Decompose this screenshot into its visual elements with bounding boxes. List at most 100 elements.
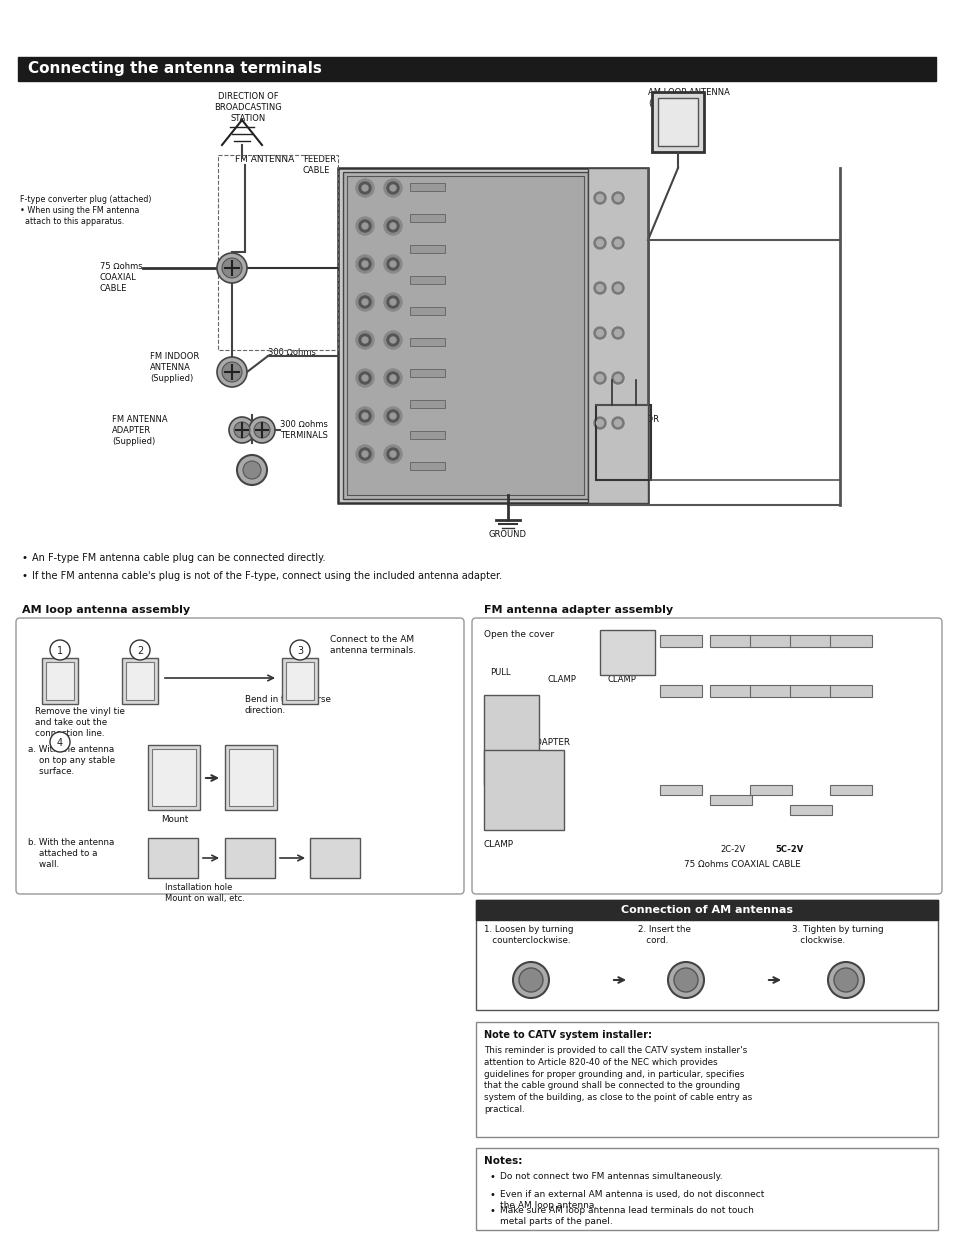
Bar	[410, 183, 444, 190]
Circle shape	[358, 448, 371, 460]
Bar	[651, 92, 703, 152]
Circle shape	[355, 216, 374, 235]
Circle shape	[361, 261, 368, 267]
Bar	[483, 750, 563, 830]
Circle shape	[384, 293, 401, 310]
Circle shape	[612, 372, 623, 383]
Bar	[829, 785, 871, 795]
Text: CLAMP: CLAMP	[547, 675, 577, 684]
Text: Connecting the antenna terminals: Connecting the antenna terminals	[28, 62, 321, 77]
Circle shape	[384, 445, 401, 463]
Circle shape	[361, 452, 368, 456]
Circle shape	[50, 732, 70, 752]
Circle shape	[243, 461, 261, 479]
Circle shape	[222, 362, 242, 382]
Text: An F-type FM antenna cable plug can be connected directly.: An F-type FM antenna cable plug can be c…	[32, 553, 325, 563]
Circle shape	[384, 179, 401, 197]
Bar	[829, 685, 871, 696]
Circle shape	[130, 640, 150, 661]
Circle shape	[612, 327, 623, 339]
Text: •: •	[490, 1171, 496, 1183]
Bar	[46, 662, 74, 700]
Circle shape	[384, 216, 401, 235]
Circle shape	[290, 640, 310, 661]
Bar	[709, 685, 751, 696]
Text: DIRECTION OF
BROADCASTING
STATION: DIRECTION OF BROADCASTING STATION	[213, 92, 281, 124]
Circle shape	[50, 640, 70, 661]
Text: ANTENNA ADAPTER: ANTENNA ADAPTER	[483, 738, 569, 747]
Text: 2. Insert the
   cord.: 2. Insert the cord.	[638, 925, 690, 945]
Circle shape	[612, 417, 623, 429]
Circle shape	[361, 186, 368, 190]
Circle shape	[358, 409, 371, 422]
Circle shape	[833, 969, 857, 992]
Text: 75 Ωohms COAXIAL CABLE: 75 Ωohms COAXIAL CABLE	[683, 860, 800, 870]
Bar	[476, 1148, 937, 1230]
Text: Even if an external AM antenna is used, do not disconnect
the AM loop antenna.: Even if an external AM antenna is used, …	[499, 1190, 763, 1210]
Bar	[148, 837, 198, 878]
Bar	[789, 685, 831, 696]
Circle shape	[594, 327, 605, 339]
Circle shape	[358, 259, 371, 270]
Circle shape	[358, 182, 371, 194]
Circle shape	[387, 220, 398, 233]
Text: 300 Ωohms: 300 Ωohms	[268, 348, 315, 357]
Circle shape	[229, 417, 254, 443]
Text: If the FM antenna cable's plug is not of the F-type, connect using the included : If the FM antenna cable's plug is not of…	[32, 571, 501, 581]
Circle shape	[384, 255, 401, 273]
Circle shape	[614, 419, 620, 427]
Circle shape	[612, 192, 623, 204]
Bar	[476, 1022, 937, 1137]
Text: FM ANTENNA: FM ANTENNA	[234, 155, 294, 165]
Text: PULL: PULL	[490, 668, 510, 677]
Circle shape	[361, 336, 368, 343]
Bar	[410, 338, 444, 346]
Bar	[410, 307, 444, 315]
Text: 4: 4	[57, 738, 63, 748]
Bar	[225, 837, 274, 878]
Circle shape	[387, 372, 398, 383]
Bar	[410, 369, 444, 377]
Circle shape	[390, 375, 395, 381]
Bar	[789, 805, 831, 815]
Circle shape	[596, 419, 603, 427]
Circle shape	[614, 329, 620, 336]
Circle shape	[216, 357, 247, 387]
Text: CLAMP: CLAMP	[483, 840, 514, 849]
Text: AM OUTDOOR
ANTENNA: AM OUTDOOR ANTENNA	[599, 414, 659, 435]
Text: 75 Ωohms
COAXIAL
CABLE: 75 Ωohms COAXIAL CABLE	[100, 262, 143, 293]
Bar	[476, 901, 937, 1009]
Circle shape	[361, 375, 368, 381]
Circle shape	[594, 192, 605, 204]
Bar	[659, 685, 701, 696]
Text: AM loop antenna assembly: AM loop antenna assembly	[22, 605, 190, 615]
Bar	[659, 785, 701, 795]
Circle shape	[355, 407, 374, 426]
Circle shape	[596, 240, 603, 246]
Text: FEEDER
CABLE: FEEDER CABLE	[303, 155, 335, 176]
Text: 1: 1	[57, 646, 63, 656]
Circle shape	[594, 282, 605, 294]
Circle shape	[222, 259, 242, 278]
Text: •: •	[490, 1206, 496, 1216]
Bar	[310, 837, 359, 878]
Bar	[599, 630, 655, 675]
Bar	[229, 748, 273, 807]
Circle shape	[355, 369, 374, 387]
Text: Note to CATV system installer:: Note to CATV system installer:	[483, 1030, 651, 1040]
Circle shape	[594, 238, 605, 249]
Circle shape	[355, 179, 374, 197]
Bar	[410, 400, 444, 408]
Circle shape	[513, 962, 548, 998]
Circle shape	[390, 413, 395, 419]
Circle shape	[355, 255, 374, 273]
Circle shape	[594, 372, 605, 383]
Circle shape	[612, 282, 623, 294]
Bar	[829, 635, 871, 647]
Circle shape	[233, 422, 250, 438]
Circle shape	[361, 223, 368, 229]
Circle shape	[614, 194, 620, 202]
Circle shape	[614, 375, 620, 381]
Text: SHUT: SHUT	[631, 630, 656, 640]
Circle shape	[594, 417, 605, 429]
